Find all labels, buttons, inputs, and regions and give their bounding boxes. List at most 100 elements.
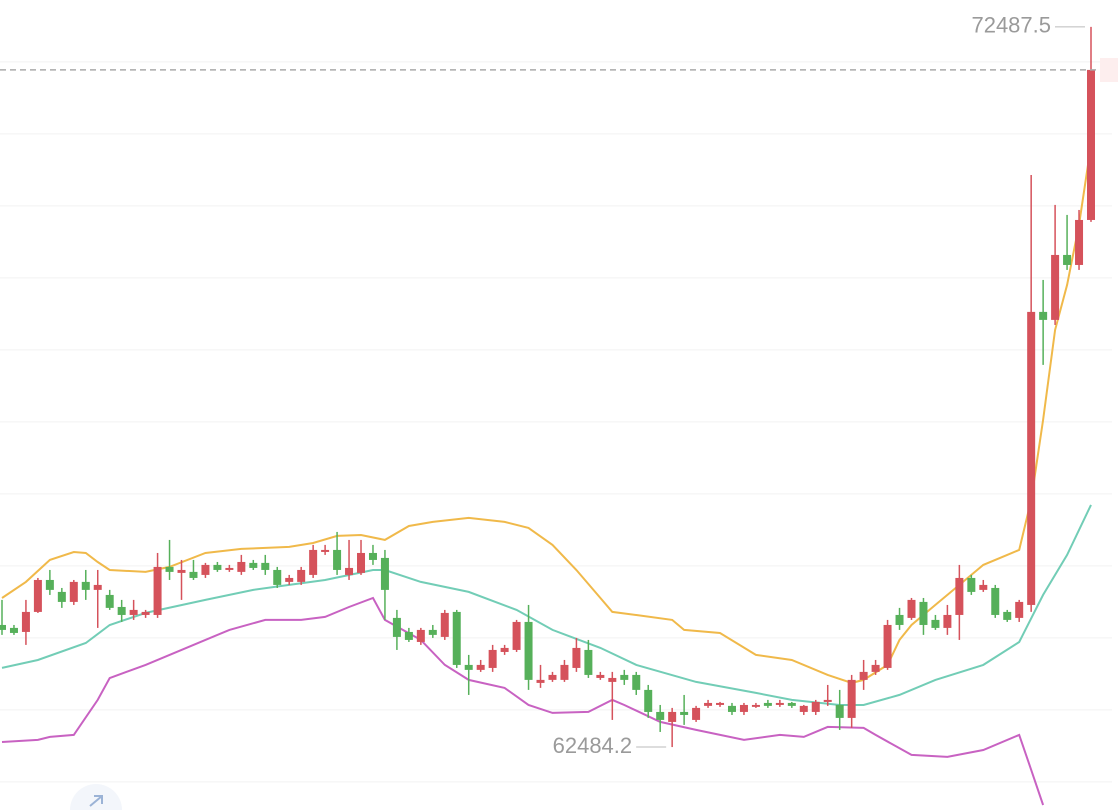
candle-body xyxy=(249,562,258,568)
candle-body xyxy=(105,594,114,608)
candle-body xyxy=(452,611,461,665)
candle-body xyxy=(33,579,42,612)
candle-body xyxy=(357,552,366,573)
candle-body xyxy=(548,674,557,680)
annotations: 72487.5 62484.2 xyxy=(0,13,1100,758)
candle-body xyxy=(117,606,126,615)
price-tag-edge xyxy=(1100,58,1118,82)
candle-body xyxy=(967,577,976,592)
candle-body xyxy=(93,584,102,590)
candle-body xyxy=(1063,254,1072,265)
candle-body xyxy=(1003,611,1012,620)
candle-body xyxy=(428,629,437,635)
candle-body xyxy=(165,566,174,572)
candle-body xyxy=(692,707,701,720)
bands xyxy=(1,144,1092,806)
candle-body xyxy=(991,587,1000,615)
candle-body xyxy=(488,649,497,668)
candle-body xyxy=(524,621,533,680)
candle-body xyxy=(680,711,689,715)
candle-body xyxy=(500,647,509,652)
extreme-label: 62484.2 xyxy=(553,733,633,758)
candle-body xyxy=(871,664,880,672)
candle-body xyxy=(321,549,330,552)
candle-body xyxy=(416,629,425,642)
candle-body xyxy=(560,664,569,680)
candle-body xyxy=(1075,219,1084,265)
candle-body xyxy=(464,664,473,670)
candle-body xyxy=(285,577,294,582)
candle-body xyxy=(129,609,138,615)
candle-body xyxy=(847,679,856,718)
candle-body xyxy=(596,674,605,678)
candle-body xyxy=(141,611,150,615)
candle-body xyxy=(225,567,234,570)
candle-body xyxy=(213,564,222,570)
candle-body xyxy=(644,689,653,712)
band-line xyxy=(1,596,1045,806)
candle-body xyxy=(476,664,485,670)
candle-body xyxy=(584,649,593,675)
candle-body xyxy=(309,549,318,575)
candle-body xyxy=(1027,311,1036,605)
candle-body xyxy=(261,562,270,570)
candle-body xyxy=(919,601,928,625)
candle-body xyxy=(572,647,581,668)
candle-body xyxy=(21,611,30,632)
candle-body xyxy=(1087,69,1095,220)
candle-body xyxy=(201,564,210,575)
candle-body xyxy=(787,702,796,706)
scroll-icon xyxy=(89,795,103,807)
candle-body xyxy=(45,579,54,590)
candle-body xyxy=(823,699,832,702)
candle-body xyxy=(404,631,413,640)
candle-body xyxy=(57,591,66,602)
candle-body xyxy=(632,674,641,690)
candle-body xyxy=(895,614,904,625)
band-line xyxy=(1,504,1092,706)
candle-body xyxy=(81,581,90,590)
candle-body xyxy=(69,581,78,602)
candle-body xyxy=(1015,601,1024,618)
candle-body xyxy=(751,704,760,707)
candle-body xyxy=(727,705,736,712)
candle-body xyxy=(763,702,772,706)
candle-body xyxy=(907,599,916,618)
candle-body xyxy=(1039,311,1048,320)
candle-body xyxy=(273,569,282,585)
candle-body xyxy=(153,566,162,615)
candle-body xyxy=(608,677,617,682)
scroll-button[interactable] xyxy=(70,784,122,810)
candle-body xyxy=(704,702,713,706)
candle-body xyxy=(536,679,545,683)
candle-body xyxy=(368,552,377,560)
candle-body xyxy=(931,619,940,628)
candle-body xyxy=(943,614,952,628)
candle-body xyxy=(345,567,354,575)
candle-body xyxy=(189,571,198,578)
candle-body xyxy=(297,569,306,582)
candle-body xyxy=(859,671,868,680)
candle-body xyxy=(799,705,808,712)
candle-body xyxy=(775,702,784,705)
candle-body xyxy=(739,704,748,712)
extreme-label: 72487.5 xyxy=(971,13,1051,38)
candle-body xyxy=(883,624,892,668)
candle-body xyxy=(811,701,820,712)
candles xyxy=(0,26,1095,748)
candle-body xyxy=(656,711,665,720)
candle-body xyxy=(0,624,6,630)
candle-body xyxy=(440,612,449,637)
candle-body xyxy=(716,702,725,705)
candle-body xyxy=(955,577,964,615)
candle-body xyxy=(392,617,401,637)
candle-body xyxy=(9,627,18,633)
candle-body xyxy=(512,621,521,650)
candle-body xyxy=(237,561,246,572)
candle-body xyxy=(835,704,844,718)
band-line xyxy=(1,144,1092,684)
candle-body xyxy=(979,584,988,590)
candle-body xyxy=(668,711,677,722)
